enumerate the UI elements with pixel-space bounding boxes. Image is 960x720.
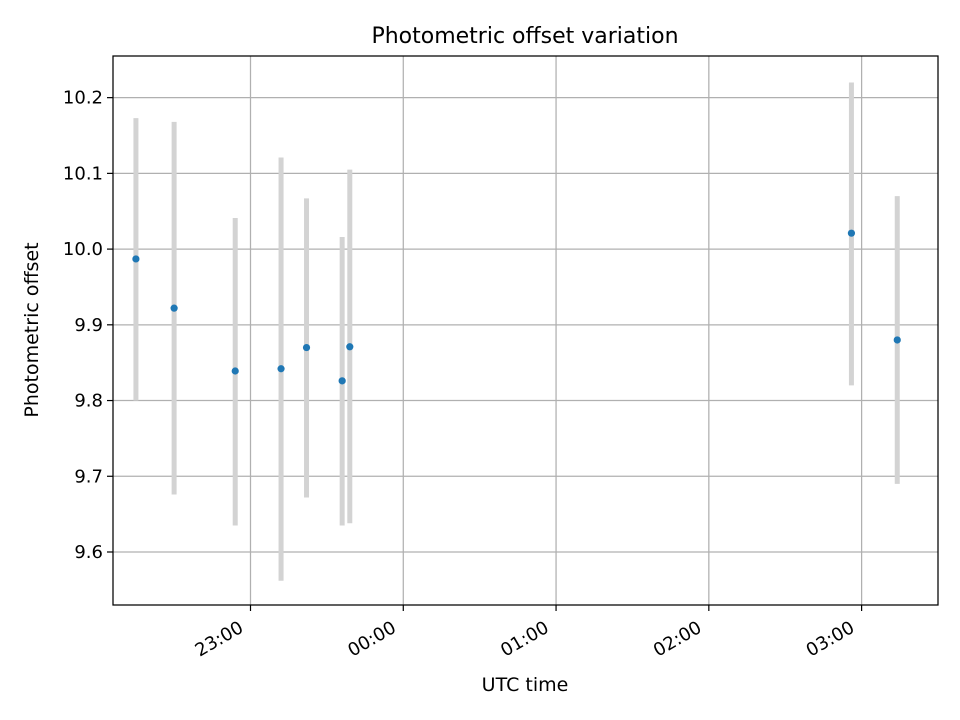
y-axis-label: Photometric offset [21,242,43,417]
chart-title: Photometric offset variation [371,24,678,49]
y-tick-label: 9.6 [74,542,103,563]
x-axis-label: UTC time [482,674,569,696]
y-tick-label: 10.2 [63,88,103,109]
data-point [346,343,354,351]
data-point [132,255,140,263]
y-tick-label: 10.1 [63,163,103,184]
y-tick-label: 10.0 [63,239,103,260]
data-point [277,365,285,373]
y-tick-label: 9.7 [74,466,103,487]
data-point [170,304,178,312]
plot-frame [112,55,939,606]
data-point [231,367,239,375]
data-point [338,377,346,385]
data-point [893,336,901,344]
data-layer [132,82,901,581]
data-point [302,343,311,352]
grid-layer [113,56,938,605]
data-point [847,229,856,237]
y-tick-label: 9.9 [74,315,103,336]
y-tick-label: 9.8 [74,391,103,412]
